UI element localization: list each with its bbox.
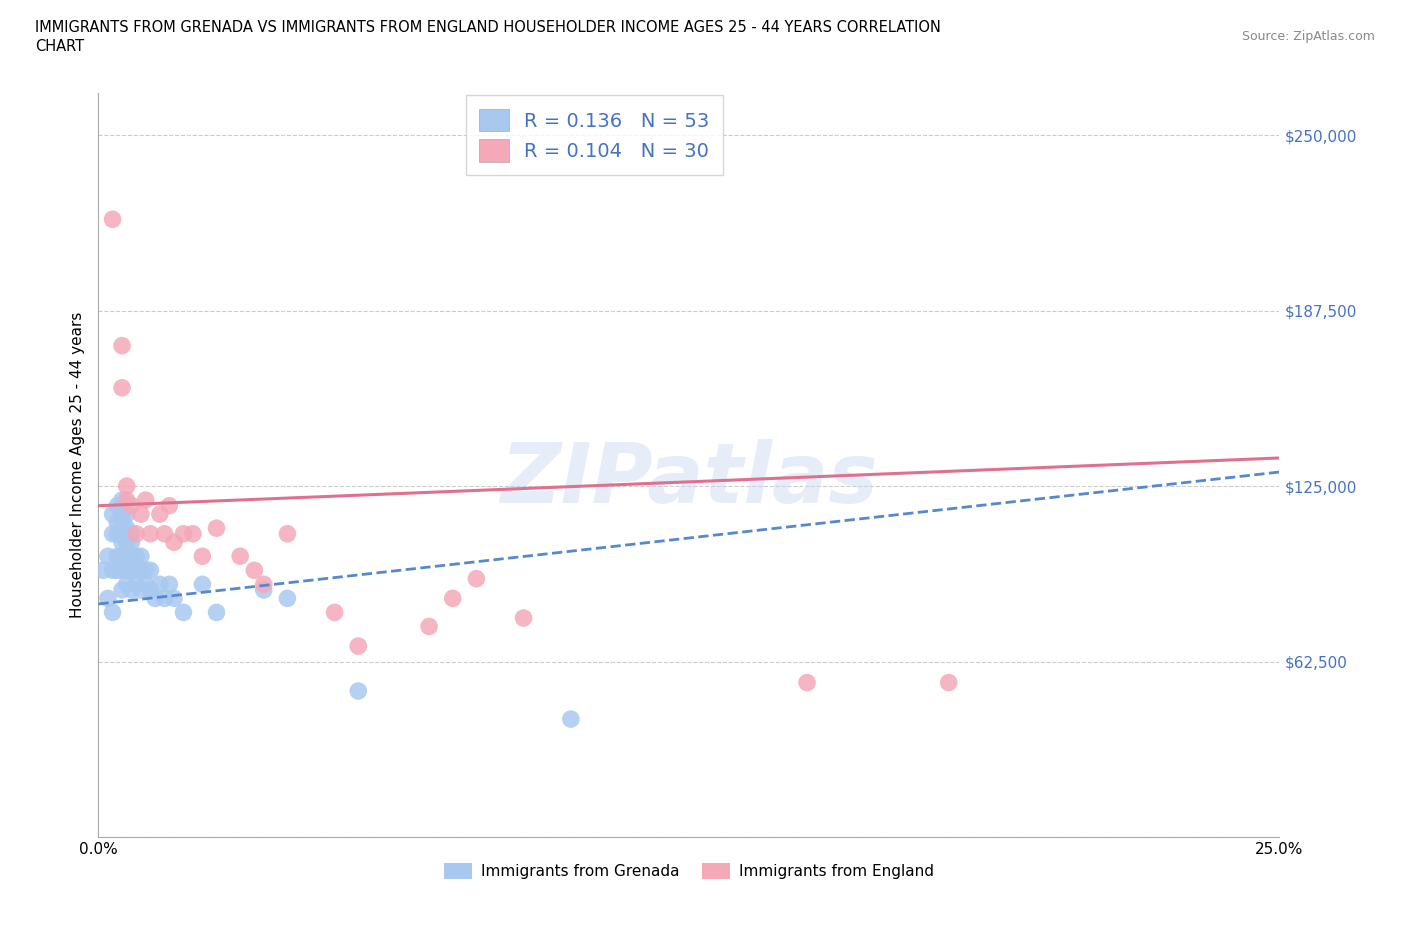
Point [105,498,128,513]
Point [111,339,134,353]
Point [153,591,176,605]
Point [181,526,204,541]
Point [347,639,370,654]
Point [121,498,143,513]
Point [135,563,157,578]
Point [149,577,172,591]
Point [938,675,960,690]
Point [125,563,148,578]
Point [105,549,128,564]
Point [101,563,124,578]
Point [172,526,194,541]
Point [163,591,186,605]
Point [191,577,214,591]
Point [125,577,148,591]
Point [101,507,124,522]
Point [111,515,134,530]
Text: Source: ZipAtlas.com: Source: ZipAtlas.com [1241,30,1375,43]
Point [125,549,148,564]
Point [105,563,128,578]
Point [105,526,128,541]
Point [105,515,128,530]
Point [139,526,162,541]
Point [796,675,818,690]
Point [111,582,134,597]
Point [163,535,186,550]
Point [115,549,138,564]
Point [115,577,138,591]
Point [115,479,138,494]
Point [111,563,134,578]
Point [229,549,252,564]
Point [157,498,180,513]
Point [139,563,162,578]
Point [91,563,114,578]
Point [121,526,143,541]
Point [205,604,228,619]
Point [465,571,488,586]
Point [143,591,166,605]
Point [139,582,162,597]
Point [115,493,138,508]
Point [205,521,228,536]
Point [101,526,124,541]
Point [111,507,134,522]
Point [347,684,370,698]
Point [115,563,138,578]
Point [172,604,194,619]
Point [111,549,134,564]
Point [101,604,124,619]
Point [121,563,143,578]
Point [121,549,143,564]
Point [560,711,582,726]
Point [111,526,134,541]
Legend: Immigrants from Grenada, Immigrants from England: Immigrants from Grenada, Immigrants from… [437,857,941,885]
Point [276,591,298,605]
Point [111,380,134,395]
Point [111,535,134,550]
Point [253,577,276,591]
Point [97,549,120,564]
Point [243,563,266,578]
Point [115,535,138,550]
Point [418,619,440,634]
Point [97,591,120,605]
Point [129,582,152,597]
Text: ZIPatlas: ZIPatlas [501,439,877,521]
Point [441,591,464,605]
Point [101,212,124,227]
Point [125,526,148,541]
Point [253,582,276,597]
Point [135,577,157,591]
Point [121,582,143,597]
Y-axis label: Householder Income Ages 25 - 44 years: Householder Income Ages 25 - 44 years [69,312,84,618]
Point [191,549,214,564]
Point [135,493,157,508]
Point [157,577,180,591]
Point [129,563,152,578]
Point [323,604,346,619]
Point [115,507,138,522]
Point [115,521,138,536]
Text: IMMIGRANTS FROM GRENADA VS IMMIGRANTS FROM ENGLAND HOUSEHOLDER INCOME AGES 25 - : IMMIGRANTS FROM GRENADA VS IMMIGRANTS FR… [35,20,941,35]
Text: CHART: CHART [35,39,84,54]
Point [276,526,298,541]
Point [149,507,172,522]
Point [512,611,534,626]
Point [129,549,152,564]
Point [111,493,134,508]
Point [153,526,176,541]
Point [129,507,152,522]
Point [121,535,143,550]
